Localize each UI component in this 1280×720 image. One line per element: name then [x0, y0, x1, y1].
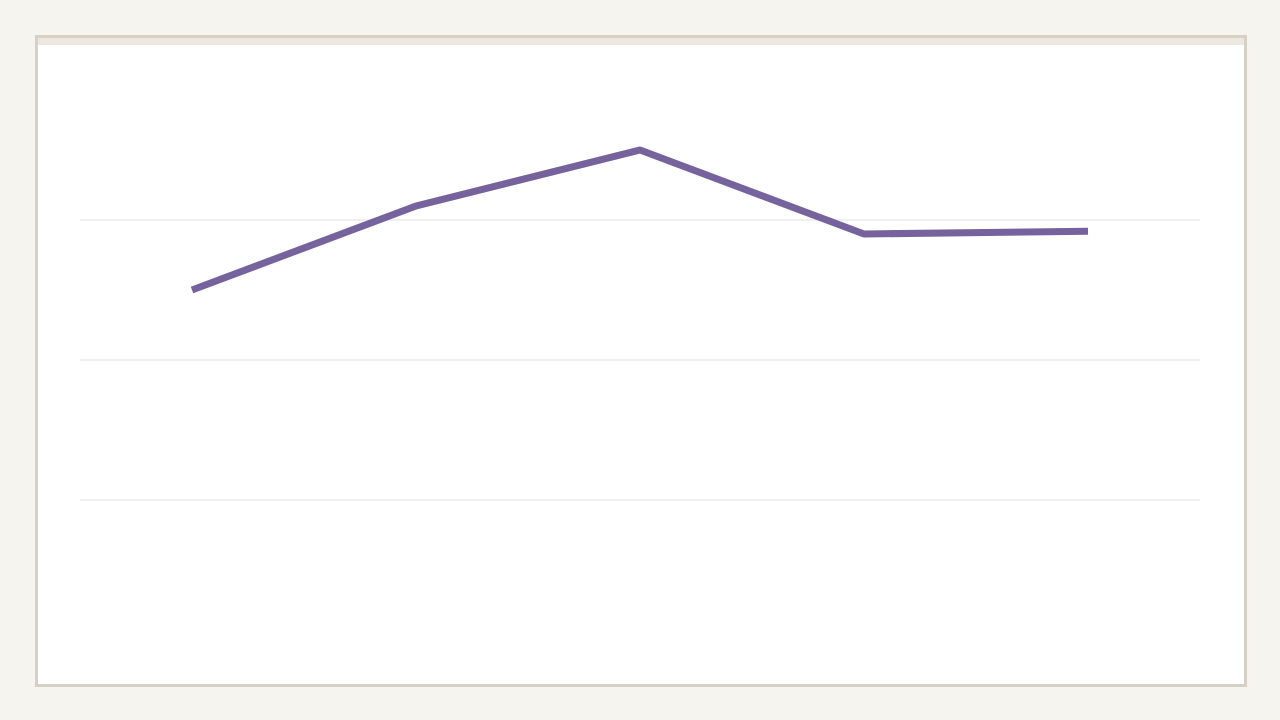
frame-top-bar: [38, 38, 1244, 45]
series-layer: [190, 146, 1089, 294]
series-line-1: [190, 146, 1089, 294]
chart-frame: [35, 35, 1247, 687]
gridlines: [80, 219, 1200, 501]
